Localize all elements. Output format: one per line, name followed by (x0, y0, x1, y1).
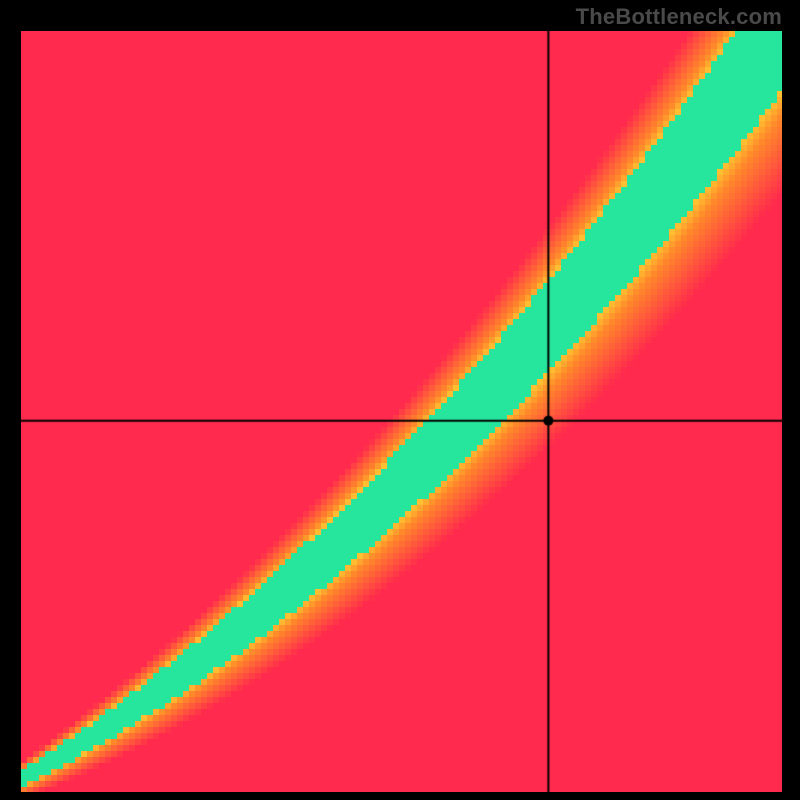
watermark-label: TheBottleneck.com (576, 4, 782, 30)
crosshair-overlay (21, 31, 782, 792)
chart-container: TheBottleneck.com (0, 0, 800, 800)
